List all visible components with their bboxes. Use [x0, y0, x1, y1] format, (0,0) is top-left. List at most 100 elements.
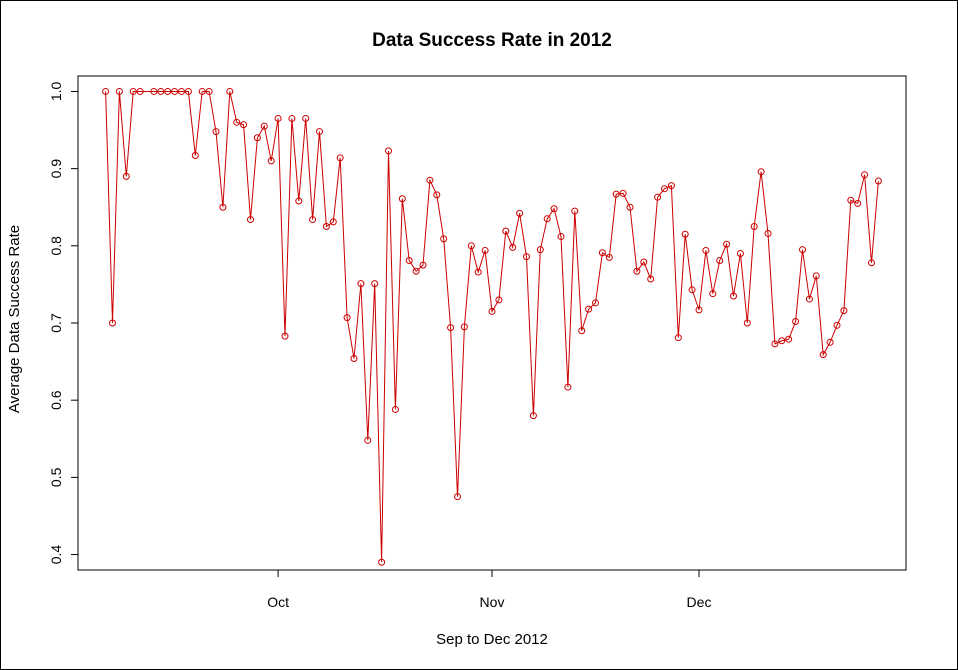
x-tick-label: Oct: [267, 594, 289, 610]
data-point: [812, 272, 820, 280]
y-tick-label: 0.8: [48, 236, 64, 256]
data-point: [288, 114, 296, 122]
data-point: [164, 87, 172, 95]
data-point: [695, 306, 703, 314]
data-point: [405, 256, 413, 264]
x-axis-label: Sep to Dec 2012: [436, 631, 548, 648]
data-point: [730, 292, 737, 300]
data-point: [412, 267, 420, 275]
data-point: [433, 191, 441, 199]
data-point: [371, 280, 379, 288]
data-point: [129, 87, 137, 95]
y-tick-label: 0.7: [48, 313, 64, 333]
data-point: [253, 134, 261, 142]
data-point: [474, 268, 482, 276]
data-point: [536, 246, 544, 254]
data-point: [184, 87, 192, 95]
data-point: [571, 207, 579, 215]
data-point: [771, 340, 779, 348]
data-point: [674, 334, 682, 342]
data-point: [709, 290, 717, 298]
data-point: [598, 249, 606, 257]
x-tick-label: Nov: [480, 594, 505, 610]
data-point: [212, 128, 220, 136]
data-point: [495, 296, 503, 304]
series-group: [102, 87, 882, 566]
data-point: [585, 305, 593, 313]
data-point: [191, 152, 199, 159]
data-point: [557, 233, 565, 241]
data-point: [874, 177, 882, 185]
data-point: [640, 258, 648, 266]
data-point: [633, 267, 641, 275]
data-point: [805, 295, 813, 303]
data-point: [778, 337, 786, 345]
data-point: [426, 176, 434, 184]
data-point: [102, 87, 110, 95]
data-point: [122, 172, 130, 180]
data-point: [654, 193, 662, 201]
data-point: [260, 122, 268, 130]
data-point: [205, 87, 213, 95]
data-point: [398, 195, 406, 203]
data-point: [219, 203, 227, 211]
y-tick-label: 0.5: [48, 467, 64, 487]
x-axis: Oct Nov Dec: [267, 569, 711, 610]
chart-title: Data Success Rate in 2012: [372, 30, 612, 51]
y-tick-label: 0.9: [48, 159, 64, 179]
data-point: [460, 323, 468, 331]
data-point: [750, 223, 758, 231]
data-point: [764, 229, 772, 237]
data-point: [150, 87, 158, 95]
data-point: [109, 319, 116, 327]
data-point: [578, 327, 586, 335]
data-point: [502, 227, 510, 235]
data-point: [316, 128, 323, 136]
data-point: [226, 87, 234, 95]
data-point: [322, 223, 330, 231]
data-point: [350, 355, 358, 363]
data-point: [688, 286, 696, 294]
data-point: [523, 253, 530, 261]
data-point: [647, 275, 655, 283]
data-point: [509, 243, 517, 251]
data-point: [592, 299, 599, 307]
data-point: [274, 114, 282, 122]
data-point: [178, 87, 185, 95]
data-point: [481, 246, 489, 254]
data-point: [612, 190, 620, 198]
data-point: [785, 335, 793, 343]
data-point: [419, 261, 427, 269]
data-point: [198, 87, 206, 95]
data-point: [861, 171, 869, 179]
data-point: [868, 259, 875, 267]
data-point: [840, 307, 848, 315]
data-point: [626, 203, 634, 211]
data-point: [171, 87, 179, 95]
data-point: [440, 235, 448, 243]
data-point: [233, 118, 241, 126]
y-tick-label: 0.6: [48, 390, 64, 410]
y-tick-label: 1.0: [48, 81, 64, 101]
data-point: [240, 121, 248, 129]
data-point: [619, 189, 627, 197]
data-point: [488, 307, 496, 315]
data-point: [792, 317, 800, 325]
data-point: [364, 436, 372, 444]
data-point: [529, 412, 537, 420]
y-axis: 0.4 0.5 0.6 0.7 0.8 0.9 1.0: [48, 81, 79, 564]
y-axis-label: Average Data Success Rate: [6, 225, 23, 413]
data-point: [716, 256, 724, 264]
data-point: [605, 253, 613, 261]
data-point: [516, 209, 524, 217]
data-point: [736, 250, 744, 258]
data-point: [267, 157, 275, 165]
data-point: [136, 87, 144, 95]
data-point: [743, 319, 751, 327]
data-point: [309, 216, 317, 224]
data-point: [115, 87, 123, 95]
data-point: [302, 114, 310, 122]
data-point: [247, 216, 254, 224]
plot-box: [77, 75, 907, 571]
